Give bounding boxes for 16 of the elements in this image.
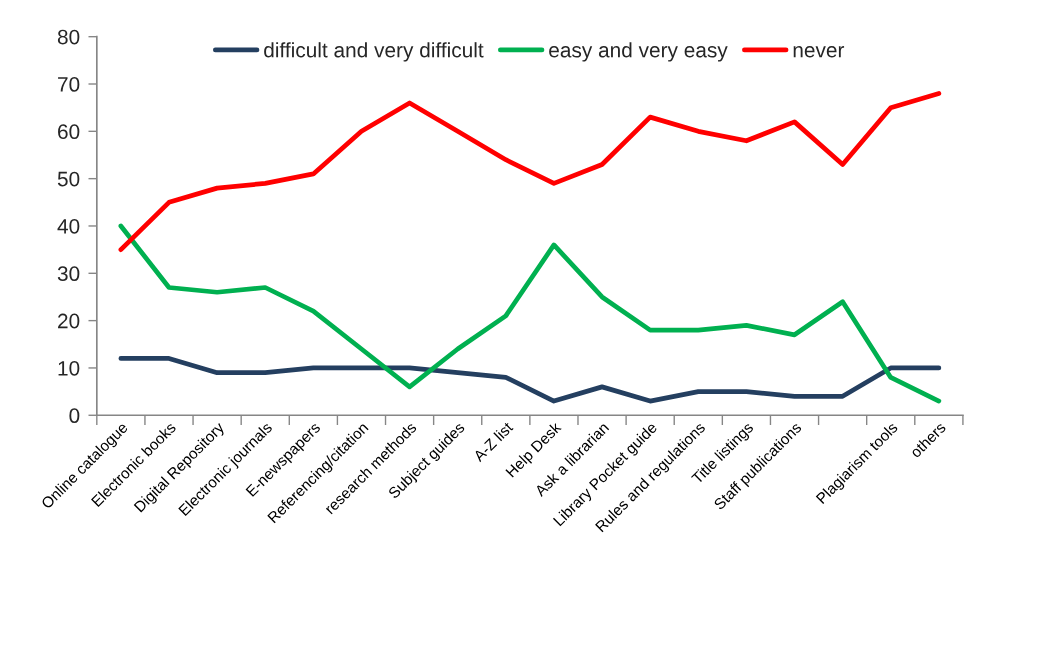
line-series [118,356,942,404]
x-tick-label: A-Z list [472,420,514,463]
y-tick-label: 60 [58,124,80,140]
legend-label: easy and very easy [549,42,728,62]
y-tick-label: 10 [58,360,80,376]
y-tick-label: 20 [58,313,80,329]
y-tick-label: 50 [57,171,80,187]
legend-label: never [793,46,845,58]
y-tick-label: 0 [69,408,80,424]
legend-label: difficult and very difficult [264,42,484,62]
line-series [118,91,942,252]
line-series [118,223,942,404]
y-tick-label: 40 [57,218,80,234]
y-tick-label: 70 [58,77,80,92]
y-tick-label: 80 [57,29,80,45]
y-tick-label: 30 [57,266,80,282]
